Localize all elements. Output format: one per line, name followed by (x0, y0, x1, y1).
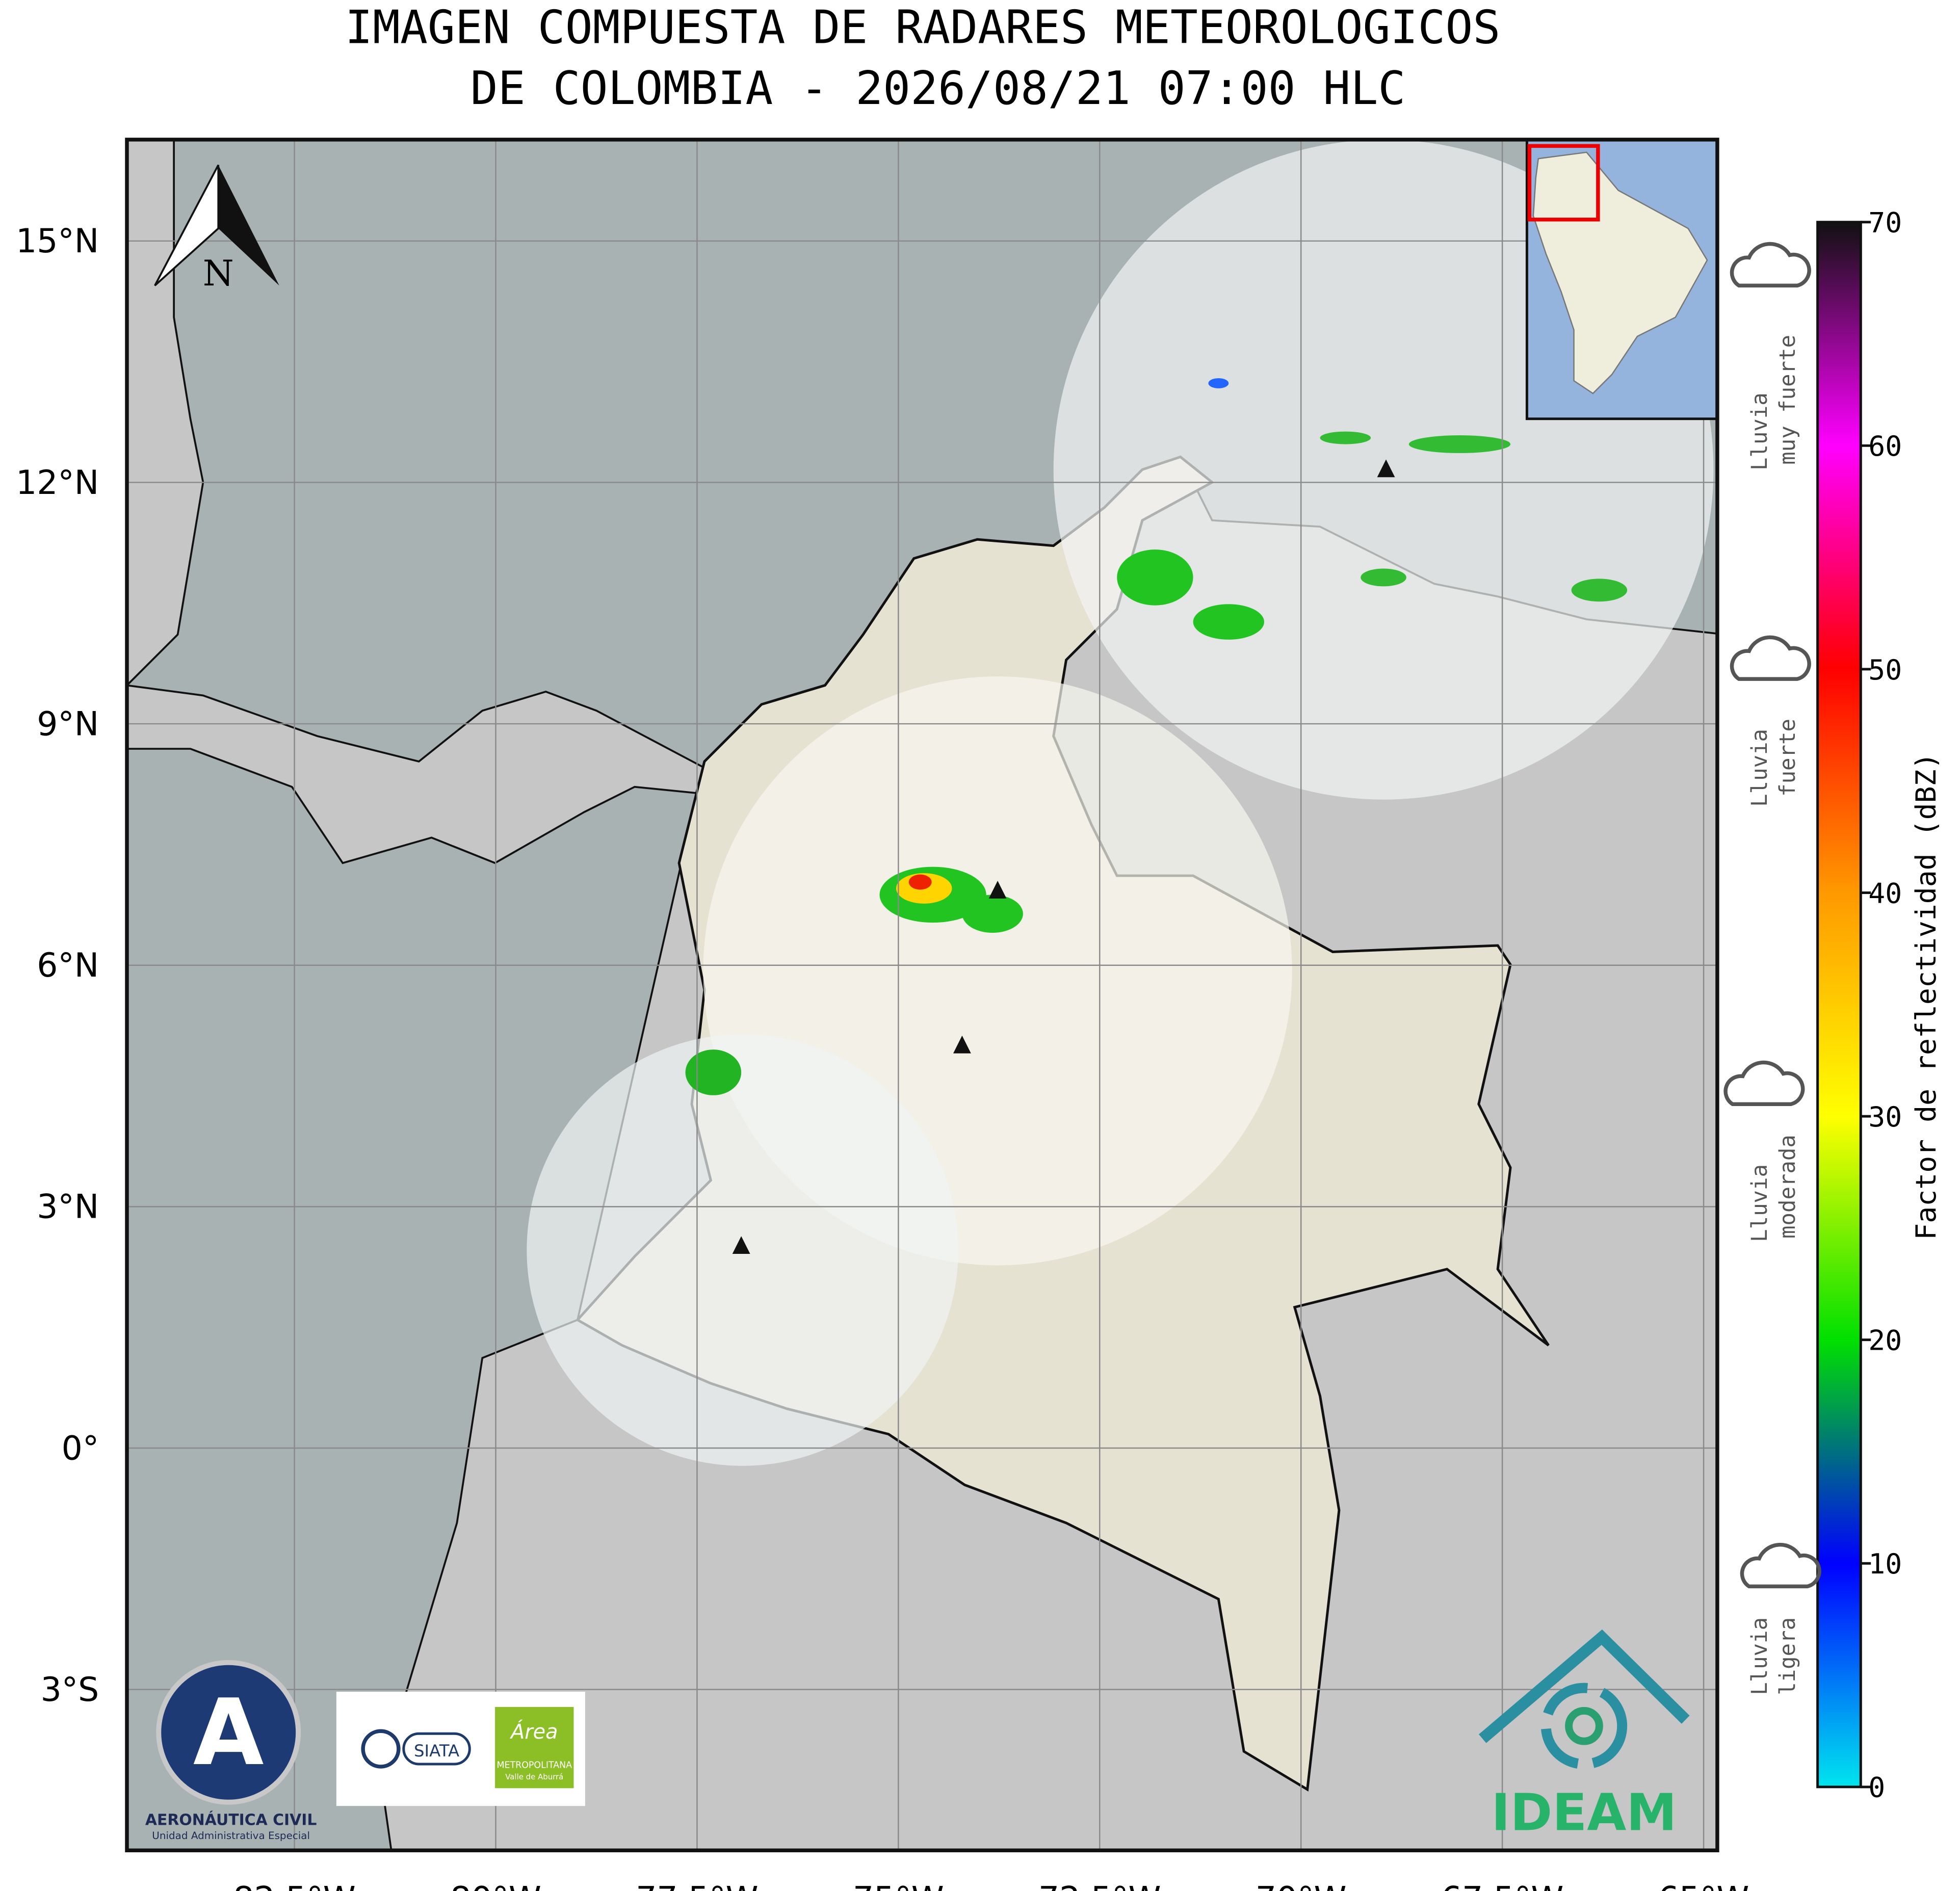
rain-labels: Lluvia muy fuerte Lluvia fuerte Lluvia m… (1747, 335, 1800, 1695)
rain-label: fuerte (1775, 719, 1800, 797)
colorbar-tick-label: 60 (1868, 430, 1902, 462)
rain-label: Lluvia (1747, 1617, 1772, 1695)
colorbar-tick-label: 0 (1868, 1771, 1885, 1804)
rain-label: Lluvia (1747, 1164, 1772, 1242)
north-label: N (203, 253, 234, 294)
logo-ideam: IDEAM (1479, 1629, 1690, 1842)
x-tick-label: 77.5°W (636, 1880, 758, 1891)
land (126, 684, 706, 864)
radar-sites (732, 459, 1395, 1254)
map: N A AERONÁUTICA CIVIL Unidad Administrat… (126, 139, 1717, 1851)
svg-text:A: A (193, 1680, 264, 1786)
rain-label: Lluvia (1747, 392, 1772, 470)
colorbar-tick-label: 10 (1868, 1547, 1902, 1580)
x-tick-label: 75°W (853, 1880, 944, 1891)
colorbar-tick-label: 20 (1868, 1324, 1902, 1357)
colorbar-tick-label: 40 (1868, 877, 1902, 909)
y-tick-label: 15°N (16, 222, 99, 260)
colorbar-tick-label: 30 (1868, 1100, 1902, 1133)
logo-text: Unidad Administrativa Especial (152, 1830, 310, 1842)
x-tick-label: 80°W (450, 1880, 541, 1891)
rain-label: muy fuerte (1775, 335, 1800, 465)
logo-text: Valle de Aburrá (505, 1772, 563, 1781)
y-tick-label: 12°N (16, 464, 99, 502)
x-tick-label: 82.5°W (233, 1880, 355, 1891)
inset-map (1525, 139, 1717, 421)
logo-aerocivil: A AERONÁUTICA CIVIL Unidad Administrativ… (145, 1660, 317, 1842)
y-tick-label: 3°N (37, 1188, 99, 1226)
colorbar-label: Factor de reflectividad (dBZ) (1910, 753, 1942, 1240)
y-tick-label: 6°N (37, 947, 99, 985)
title: IMAGEN COMPUESTA DE RADARES METEOROLOGIC… (345, 2, 1500, 116)
title-line: DE COLOMBIA - 2026/08/21 07:00 HLC (471, 62, 1406, 115)
logo-text: IDEAM (1492, 1783, 1677, 1842)
radar-echoes (685, 378, 1628, 1095)
title-line: IMAGEN COMPUESTA DE RADARES METEOROLOGIC… (345, 2, 1500, 55)
rain-label: moderada (1775, 1135, 1800, 1239)
axis-ticks: 82.5°W 80°W 77.5°W 75°W 72.5°W 70°W 67.5°W 65°W… (16, 222, 1749, 1891)
logo-text: AERONÁUTICA CIVIL (145, 1811, 317, 1829)
logo-text: METROPOLITANA (496, 1760, 572, 1770)
colorbar: Factor de reflectividad (dBZ) 0 10 20 30 40 5… (1816, 206, 1942, 1804)
x-tick-label: 72.5°W (1038, 1880, 1161, 1891)
logo-siata-area: SIATA Área METROPOLITANA Valle de Aburrá (336, 1692, 585, 1806)
x-tick-label: 67.5°W (1441, 1880, 1563, 1891)
logo-text: SIATA (414, 1741, 459, 1761)
colorbar-tick-label: 70 (1868, 206, 1902, 239)
y-tick-label: 3°S (41, 1671, 99, 1709)
y-tick-label: 9°N (37, 705, 99, 743)
logo-text: Área (509, 1720, 558, 1744)
grid (126, 139, 1717, 1851)
x-tick-label: 65°W (1658, 1880, 1749, 1891)
rain-label: ligera (1775, 1617, 1800, 1695)
rain-label: Lluvia (1747, 729, 1772, 807)
rain-legend (1723, 242, 1821, 1589)
map-frame (125, 138, 1719, 1853)
colorbar-tick-label: 50 (1868, 653, 1902, 686)
x-tick-label: 70°W (1256, 1880, 1347, 1891)
y-tick-label: 0° (62, 1429, 99, 1467)
colorbar-scale (1816, 221, 1862, 1789)
